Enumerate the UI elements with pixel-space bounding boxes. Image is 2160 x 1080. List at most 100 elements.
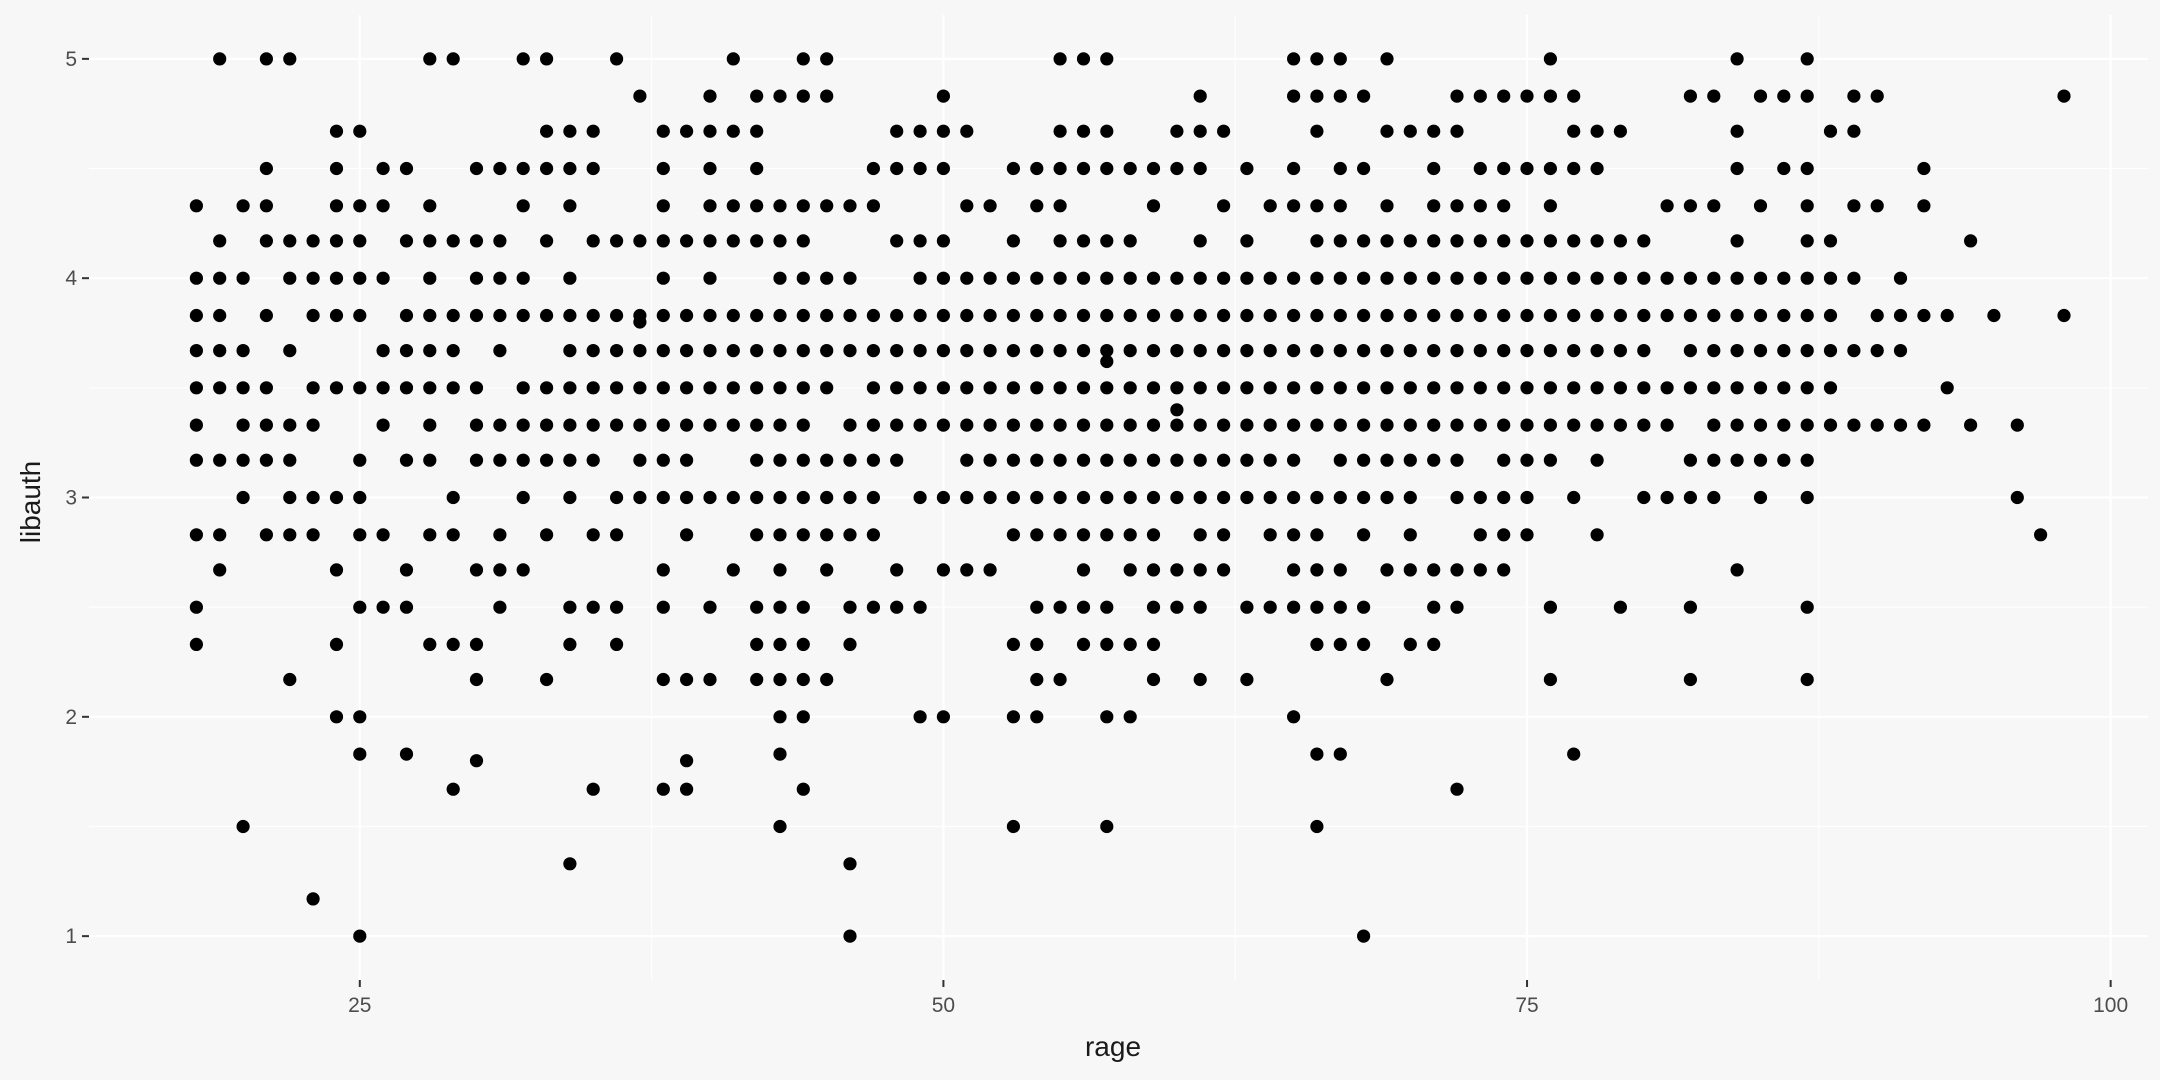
data-point [1333, 418, 1347, 432]
data-point [750, 418, 764, 432]
data-point [1217, 453, 1231, 467]
data-point [1357, 271, 1371, 285]
data-point [796, 453, 810, 467]
data-point [399, 381, 414, 395]
data-point [1917, 199, 1931, 213]
data-point [1287, 344, 1301, 358]
data-point [1497, 381, 1511, 395]
data-point [936, 271, 951, 285]
data-point [680, 672, 694, 687]
data-point [1567, 271, 1581, 285]
data-point [1800, 418, 1814, 432]
data-point [259, 453, 273, 467]
data-point [1707, 453, 1721, 467]
data-point [1146, 199, 1161, 213]
data-point [516, 271, 530, 285]
data-point [1053, 600, 1067, 614]
data-point [633, 490, 647, 505]
data-point [726, 234, 740, 248]
data-point [516, 418, 530, 432]
data-point [1917, 418, 1931, 432]
data-point [1030, 528, 1044, 542]
data-point [1427, 600, 1441, 614]
data-point [516, 308, 530, 323]
data-point [1637, 271, 1651, 285]
data-point [1170, 271, 1184, 285]
data-point [1006, 528, 1021, 542]
data-point [1310, 418, 1324, 432]
y-tick-label: 1 [65, 925, 77, 948]
data-point [890, 161, 904, 176]
data-point [1123, 234, 1137, 248]
data-point [1240, 381, 1254, 395]
data-point [1170, 381, 1184, 395]
data-point [1497, 490, 1511, 505]
data-point [1777, 161, 1791, 176]
data-point [1193, 563, 1207, 577]
data-point [1076, 637, 1091, 652]
data-point [633, 315, 647, 329]
data-point [750, 89, 764, 103]
data-point [773, 344, 787, 358]
data-point [1240, 453, 1254, 467]
data-point [703, 271, 717, 285]
data-point [1076, 490, 1091, 505]
data-point [586, 381, 600, 395]
data-point [1473, 271, 1487, 285]
data-point [843, 857, 857, 871]
data-point [936, 490, 951, 505]
data-point [329, 271, 344, 285]
x-tick-label: 50 [932, 994, 955, 1017]
data-point [1753, 199, 1768, 213]
data-point [1006, 161, 1021, 176]
data-point [796, 271, 810, 285]
data-point [1076, 528, 1091, 542]
data-point [493, 528, 507, 542]
data-point [1333, 199, 1347, 213]
data-point [750, 344, 764, 358]
data-point [353, 381, 367, 395]
data-point [680, 754, 694, 768]
data-point [1450, 199, 1464, 213]
data-point [540, 234, 554, 248]
data-point [1497, 161, 1511, 176]
data-point [1590, 161, 1604, 176]
data-point [259, 234, 273, 248]
data-point [353, 271, 367, 285]
data-point [890, 234, 904, 248]
data-point [376, 161, 390, 176]
data-point [1590, 344, 1604, 358]
data-point [1427, 563, 1441, 577]
data-point [1146, 600, 1161, 614]
data-point [1450, 600, 1464, 614]
data-point [750, 199, 764, 213]
data-point [1403, 453, 1417, 467]
data-point [726, 344, 740, 358]
data-point [376, 199, 390, 213]
data-point [1473, 89, 1487, 103]
data-point [773, 747, 787, 761]
data-point [353, 234, 367, 248]
data-point [1263, 453, 1277, 467]
data-point [1217, 344, 1231, 358]
data-point [1333, 271, 1347, 285]
data-point [913, 271, 927, 285]
data-point [1263, 344, 1277, 358]
data-point [586, 344, 600, 358]
data-point [1076, 234, 1091, 248]
data-point [189, 600, 203, 614]
data-point [1053, 271, 1067, 285]
data-point [189, 381, 203, 395]
data-point [1520, 453, 1534, 467]
data-point [1964, 418, 1978, 432]
data-point [936, 161, 951, 176]
data-point [399, 600, 414, 614]
data-point [1100, 271, 1114, 285]
data-point [399, 563, 414, 577]
data-point [1497, 528, 1511, 542]
data-point [1263, 271, 1277, 285]
data-point [236, 271, 250, 285]
data-point [1427, 161, 1441, 176]
data-point [1193, 271, 1207, 285]
data-point [423, 418, 437, 432]
